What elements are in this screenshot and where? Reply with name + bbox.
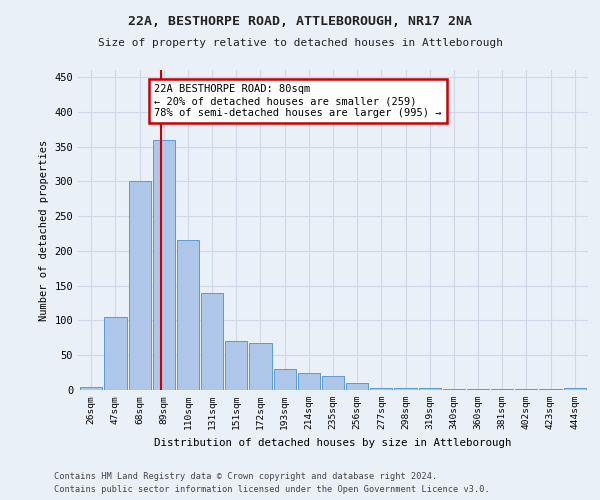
- Bar: [274, 369, 296, 390]
- Bar: [563, 388, 586, 390]
- Bar: [322, 376, 344, 390]
- Bar: [250, 342, 272, 390]
- Bar: [394, 388, 416, 390]
- Text: Contains public sector information licensed under the Open Government Licence v3: Contains public sector information licen…: [54, 485, 490, 494]
- Bar: [80, 386, 103, 390]
- Bar: [370, 388, 392, 390]
- X-axis label: Distribution of detached houses by size in Attleborough: Distribution of detached houses by size …: [154, 438, 512, 448]
- Text: 22A, BESTHORPE ROAD, ATTLEBOROUGH, NR17 2NA: 22A, BESTHORPE ROAD, ATTLEBOROUGH, NR17 …: [128, 15, 472, 28]
- Bar: [177, 240, 199, 390]
- Text: Size of property relative to detached houses in Attleborough: Size of property relative to detached ho…: [97, 38, 503, 48]
- Bar: [128, 182, 151, 390]
- Bar: [152, 140, 175, 390]
- Text: 22A BESTHORPE ROAD: 80sqm
← 20% of detached houses are smaller (259)
78% of semi: 22A BESTHORPE ROAD: 80sqm ← 20% of detac…: [155, 84, 442, 117]
- Bar: [298, 372, 320, 390]
- Bar: [104, 317, 127, 390]
- Y-axis label: Number of detached properties: Number of detached properties: [39, 140, 49, 320]
- Bar: [419, 388, 441, 390]
- Text: Contains HM Land Registry data © Crown copyright and database right 2024.: Contains HM Land Registry data © Crown c…: [54, 472, 437, 481]
- Bar: [201, 292, 223, 390]
- Bar: [225, 342, 247, 390]
- Bar: [346, 383, 368, 390]
